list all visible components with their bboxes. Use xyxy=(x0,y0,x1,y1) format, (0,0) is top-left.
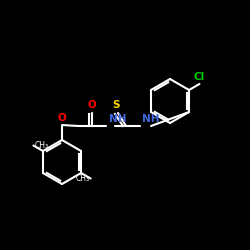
Text: O: O xyxy=(88,100,96,110)
Text: CH₃: CH₃ xyxy=(34,141,48,150)
Text: S: S xyxy=(112,100,120,110)
Text: NH: NH xyxy=(142,114,160,124)
Text: NH: NH xyxy=(109,114,126,124)
Text: O: O xyxy=(58,113,66,123)
Text: Cl: Cl xyxy=(194,72,205,82)
Text: CH₃: CH₃ xyxy=(76,174,90,183)
